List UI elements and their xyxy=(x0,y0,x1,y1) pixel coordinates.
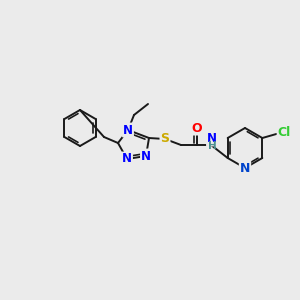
Text: O: O xyxy=(192,122,202,134)
Text: N: N xyxy=(207,133,217,146)
Text: H: H xyxy=(208,141,216,151)
Text: Cl: Cl xyxy=(278,127,291,140)
Text: N: N xyxy=(123,124,133,136)
Text: N: N xyxy=(141,149,151,163)
Text: N: N xyxy=(240,161,250,175)
Text: S: S xyxy=(160,133,169,146)
Text: N: N xyxy=(122,152,132,166)
